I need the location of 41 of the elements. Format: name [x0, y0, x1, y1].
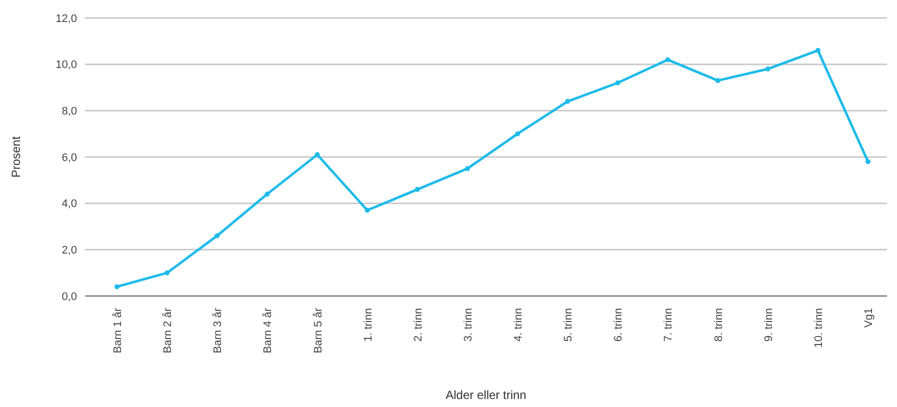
x-axis-title: Alder eller trinn: [446, 388, 526, 402]
x-tick-label: 8. trinn: [712, 308, 725, 342]
point: [264, 192, 270, 197]
x-tick-label: 2. trinn: [412, 308, 424, 342]
x-tick-label: 7. trinn: [662, 308, 675, 342]
x-tick-label: Barn 5 år: [312, 308, 324, 354]
y-tick-label: 0,0: [62, 290, 77, 303]
y-tick-label: 10,0: [56, 59, 77, 72]
x-tick-label: 1. trinn: [362, 308, 374, 342]
point: [364, 208, 370, 213]
x-tick-label: Barn 1 år: [112, 308, 124, 354]
point: [214, 233, 220, 238]
point: [314, 152, 320, 158]
point: [164, 270, 170, 276]
y-tick-label: 12,0: [56, 12, 77, 25]
point: [464, 166, 470, 172]
x-tick-label: Barn 2 år: [162, 308, 174, 354]
y-tick-label: 4,0: [62, 198, 77, 210]
x-tick-label: 9. trinn: [762, 308, 775, 342]
point: [715, 78, 720, 84]
point: [565, 98, 570, 104]
x-tick-label: Vg1: [863, 308, 875, 328]
x-tick-label: 3. trinn: [462, 308, 474, 342]
x-tick-label: 5. trinn: [562, 308, 575, 342]
y-tick-label: 2,0: [62, 244, 77, 257]
point: [665, 57, 670, 62]
point: [414, 186, 420, 192]
point: [615, 80, 620, 86]
x-tick-label: 4. trinn: [512, 308, 525, 342]
x-tick-label: Barn 4 år: [262, 308, 274, 354]
point: [515, 131, 520, 136]
x-tick-label: 6. trinn: [612, 308, 625, 342]
point: [866, 159, 870, 164]
point: [815, 48, 820, 53]
y-axis-title: Prosent: [9, 136, 23, 178]
x-tick-label: 10. trinn: [812, 308, 825, 348]
y-tick-label: 8,0: [62, 106, 77, 118]
point: [114, 284, 120, 290]
y-tick-label: 6,0: [62, 152, 77, 164]
x-tick-label: Barn 3 år: [212, 308, 224, 354]
point: [765, 66, 770, 72]
